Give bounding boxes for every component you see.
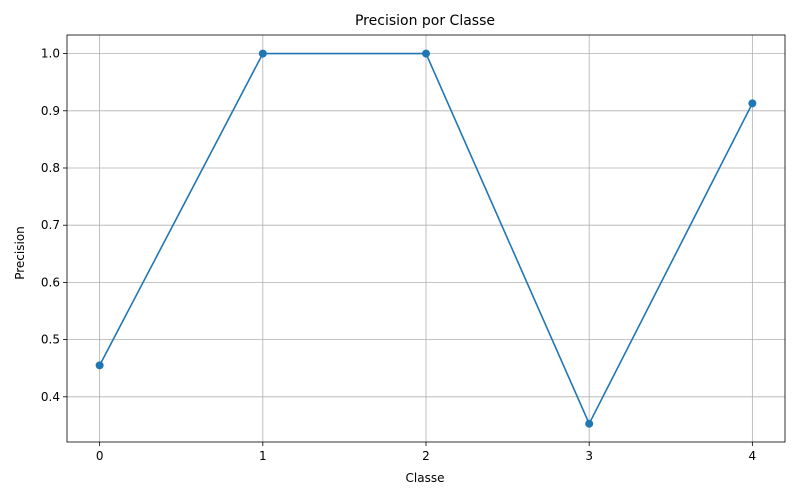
grid-lines (67, 35, 785, 442)
y-tick-label: 0.6 (41, 275, 60, 289)
data-point-marker (95, 361, 104, 370)
x-axis-label: Classe (406, 471, 445, 485)
x-tick-label: 4 (749, 449, 757, 463)
tick-marks: 0 1 2 3 4 0.4 0.5 0.6 0.7 0.8 0.9 1.0 (41, 47, 756, 463)
y-tick-label: 1.0 (41, 47, 60, 61)
y-tick-label: 0.9 (41, 104, 60, 118)
chart-title: Precision por Classe (355, 13, 495, 29)
data-point-marker (258, 49, 267, 58)
x-tick-label: 2 (422, 449, 430, 463)
y-axis-label: Precision (13, 226, 27, 280)
x-tick-label: 0 (96, 449, 104, 463)
x-tick-label: 1 (259, 449, 267, 463)
data-point-marker (748, 99, 757, 108)
y-tick-label: 0.4 (41, 390, 60, 404)
y-tick-label: 0.5 (41, 333, 60, 347)
data-series (95, 49, 757, 428)
y-tick-label: 0.7 (41, 218, 60, 232)
x-tick-label: 3 (585, 449, 593, 463)
data-point-marker (422, 49, 430, 58)
data-point-marker (585, 419, 594, 428)
y-tick-label: 0.8 (41, 161, 60, 175)
chart-labels: Precision por Classe Classe Precision (13, 13, 495, 485)
